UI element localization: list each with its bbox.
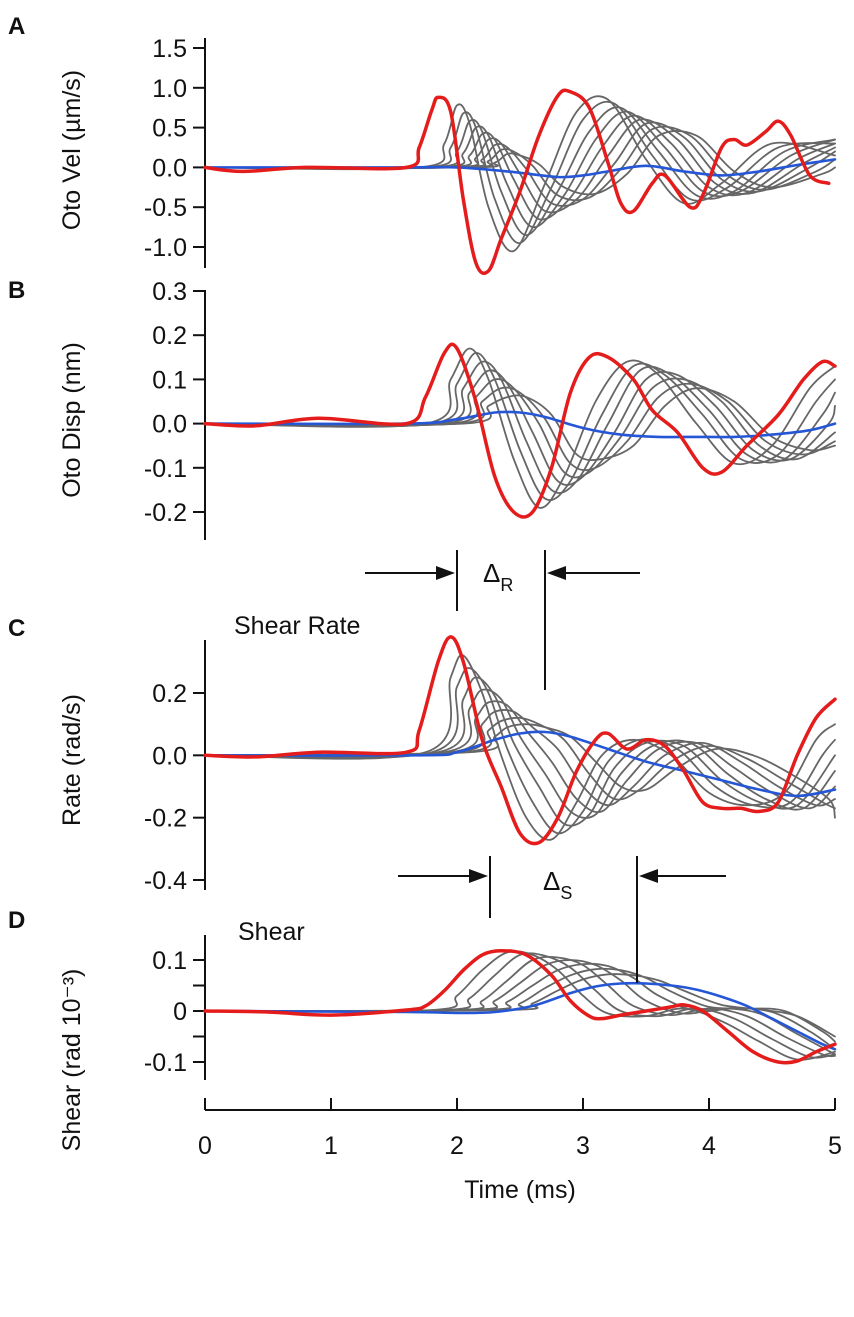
panel-a-series-gray-7 [204, 121, 836, 207]
panel-c-series-gray-7 [204, 716, 836, 810]
panel-c-series-gray-1 [204, 654, 836, 841]
panel-b-series-blue [203, 410, 837, 439]
delta-r-label: ΔR [483, 558, 513, 595]
panel-b-series-red [203, 342, 837, 519]
delta-r-annotation: ΔR [365, 550, 640, 690]
x-tick-label: 5 [828, 1132, 842, 1160]
panel-c-y-tick-label: 0.2 [152, 680, 187, 708]
panel-d-title: Shear [238, 918, 305, 946]
panel-a-series-gray-2 [204, 100, 836, 244]
panel-c-title: Shear Rate [234, 612, 360, 640]
x-tick-label: 0 [198, 1132, 212, 1160]
panel-c-y-tick-label: -0.2 [144, 805, 187, 833]
panel-c-y-tick-label: -0.4 [144, 867, 187, 895]
panel-b-y-tick-label: -0.1 [144, 455, 187, 483]
panel-c-series-gray-2 [204, 667, 836, 835]
delta-r-symbol: Δ [483, 558, 500, 588]
delta-s-label: ΔS [543, 866, 572, 903]
panel-c-series-gray-3 [204, 676, 836, 827]
delta-s-subscript: S [560, 883, 572, 903]
panel-a-series-gray-3 [204, 106, 836, 236]
panel-a-chart: 1.5 1.0 0.5 0.0 -0.5 -1.0 Oto Vel (µm/s) [58, 35, 837, 276]
x-tick-label: 3 [576, 1132, 590, 1160]
panel-a-series-red [203, 88, 831, 276]
panel-a-y-axis-title: Oto Vel (µm/s) [58, 70, 86, 230]
panel-a-series-gray-9 [204, 130, 836, 196]
panel-b-series-gray-4 [204, 369, 836, 486]
panel-c-series-blue [203, 730, 837, 798]
panel-c-series-gray-8 [204, 723, 836, 819]
x-tick-label: 2 [450, 1132, 464, 1160]
delta-s-annotation: ΔS [398, 856, 726, 983]
panel-d-series-gray-3 [204, 955, 836, 1058]
panel-letter-c: C [8, 615, 25, 642]
panel-c-series-gray-6 [204, 709, 836, 807]
panel-b-y-tick-label: -0.2 [144, 499, 187, 527]
panel-c-chart: 0.2 0.0 -0.2 -0.4 Rate (rad/s) [58, 635, 837, 895]
panel-c-y-axis-title: Rate (rad/s) [58, 694, 86, 826]
panel-c-series-gray-4 [204, 688, 836, 819]
panel-b-series-gray-7 [204, 387, 836, 462]
panel-a-y-tick-label: -1.0 [144, 234, 187, 262]
panel-a-y-tick-label: 1.0 [152, 75, 187, 103]
panel-d-y-tick-label: -0.1 [144, 1049, 187, 1077]
panel-a-y-tick-label: 0.0 [152, 154, 187, 182]
x-tick-label: 1 [324, 1132, 338, 1160]
panel-b-y-tick-label: 0.1 [152, 366, 187, 394]
panel-b-series-gray-6 [204, 382, 836, 472]
panel-letter-b: B [8, 277, 25, 304]
panel-a-y-tick-label: -0.5 [144, 194, 187, 222]
panel-d-y-tick-label: 0.1 [152, 947, 187, 975]
delta-s-right-arrowhead [639, 869, 658, 883]
panel-b-y-axis-title: Oto Disp (nm) [58, 342, 86, 498]
panel-d-series-red [203, 949, 837, 1065]
delta-s-left-arrowhead [469, 869, 488, 883]
panel-c-series-gray-5 [204, 700, 836, 813]
panel-a-y-tick-label: 1.5 [152, 35, 187, 63]
x-axis-title: Time (ms) [464, 1176, 576, 1204]
panel-a-series-gray-6 [204, 118, 836, 214]
panel-d-series-gray-4 [204, 959, 836, 1056]
delta-r-left-arrowhead [436, 566, 455, 580]
panel-c-y-tick-label: 0.0 [152, 742, 187, 770]
panel-b-y-tick-label: 0.0 [152, 411, 187, 439]
panel-a-series-gray-8 [204, 125, 836, 202]
panel-d-chart: 0.1 0 -0.1 Shear (rad 10⁻³) 0 1 2 3 4 5 Time (ms) [58, 935, 842, 1204]
panel-d-y-axis-title: Shear (rad 10⁻³) [58, 969, 86, 1152]
panel-b-chart: 0.3 0.2 0.1 0.0 -0.1 -0.2 Oto Disp (nm) [58, 278, 837, 540]
panel-d-y-tick-label: 0 [173, 998, 187, 1026]
delta-s-symbol: Δ [543, 866, 560, 896]
panel-a-y-tick-label: 0.5 [152, 115, 187, 143]
delta-r-subscript: R [500, 575, 513, 595]
panel-c-series-red [203, 635, 837, 846]
panel-b-y-tick-label: 0.3 [152, 278, 187, 306]
panel-b-series-gray-1 [204, 347, 836, 509]
x-tick-label: 4 [702, 1132, 716, 1160]
panel-letter-d: D [8, 907, 25, 934]
delta-r-right-arrowhead [547, 566, 566, 580]
panel-d-series-blue [203, 981, 837, 1051]
panel-a-series-blue [203, 158, 837, 179]
panel-letter-a: A [8, 13, 25, 40]
panel-b-y-tick-label: 0.2 [152, 322, 187, 350]
panel-b-series-gray-2 [204, 352, 836, 502]
